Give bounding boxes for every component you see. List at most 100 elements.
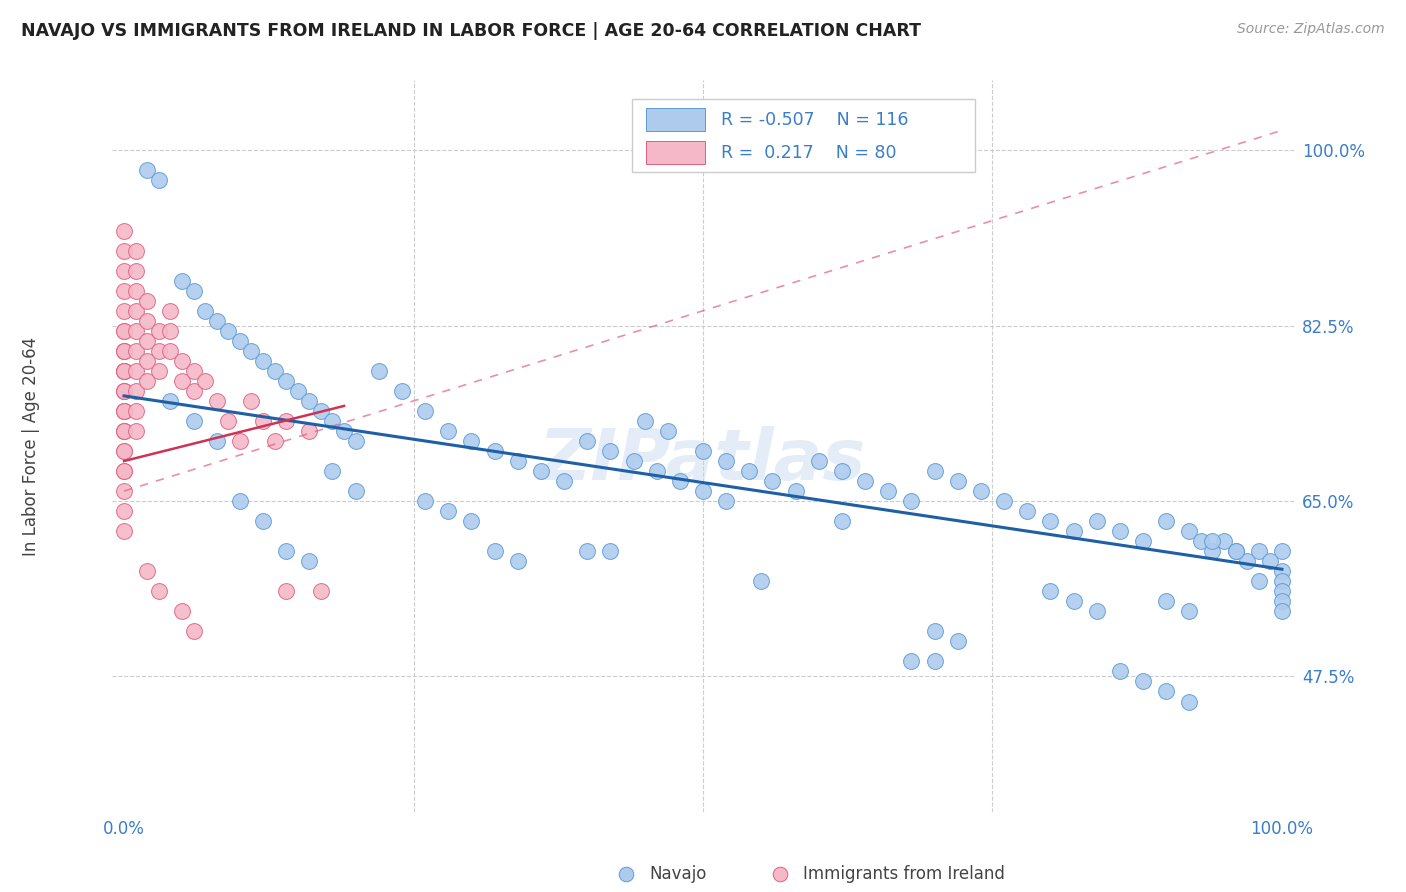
Point [112, 364, 135, 378]
Point [136, 564, 159, 578]
Point [831, 514, 853, 528]
Point [669, 474, 692, 488]
Point [1154, 684, 1177, 698]
Point [714, 494, 737, 508]
Point [1189, 534, 1212, 549]
Point [112, 244, 135, 258]
Point [112, 364, 135, 378]
Point [112, 464, 135, 478]
Point [1154, 594, 1177, 608]
Text: NAVAJO VS IMMIGRANTS FROM IRELAND IN LABOR FORCE | AGE 20-64 CORRELATION CHART: NAVAJO VS IMMIGRANTS FROM IRELAND IN LAB… [21, 22, 921, 40]
Point [1201, 544, 1223, 558]
Point [692, 484, 714, 499]
Point [170, 274, 193, 288]
Point [484, 544, 506, 558]
Point [112, 464, 135, 478]
Point [807, 454, 830, 468]
Point [1154, 514, 1177, 528]
Text: Source: ZipAtlas.com: Source: ZipAtlas.com [1237, 22, 1385, 37]
Point [460, 434, 482, 448]
Point [1085, 604, 1108, 618]
Point [970, 484, 993, 499]
Point [657, 424, 679, 438]
Point [252, 354, 274, 368]
Point [276, 584, 298, 599]
Text: R = -0.507    N = 116: R = -0.507 N = 116 [721, 111, 908, 128]
Point [183, 284, 205, 298]
Point [148, 343, 170, 358]
Point [298, 393, 321, 408]
Text: ZIPatlas: ZIPatlas [540, 426, 866, 495]
Point [1247, 574, 1270, 589]
Point [159, 324, 181, 338]
Point [112, 384, 135, 398]
Point [1039, 514, 1062, 528]
Point [148, 364, 170, 378]
Point [112, 424, 135, 438]
Point [112, 444, 135, 458]
Point [344, 434, 367, 448]
Point [240, 343, 263, 358]
Point [148, 324, 170, 338]
Text: In Labor Force | Age 20-64: In Labor Force | Age 20-64 [22, 336, 39, 556]
Point [112, 223, 135, 237]
Point [148, 584, 170, 599]
Point [761, 474, 783, 488]
Point [112, 343, 135, 358]
Text: R =  0.217    N = 80: R = 0.217 N = 80 [721, 144, 896, 161]
Point [1271, 604, 1294, 618]
Point [831, 464, 853, 478]
Point [298, 554, 321, 568]
Point [1247, 544, 1270, 558]
Point [1085, 514, 1108, 528]
Point [112, 404, 135, 418]
Point [623, 454, 645, 468]
Point [136, 293, 159, 308]
Point [112, 404, 135, 418]
Point [1271, 574, 1294, 589]
Point [194, 303, 217, 318]
Point [124, 303, 146, 318]
Point [1178, 604, 1201, 618]
Point [194, 374, 217, 388]
Point [506, 554, 529, 568]
Point [112, 343, 135, 358]
Point [309, 404, 332, 418]
Point [229, 494, 252, 508]
Point [344, 484, 367, 499]
Point [124, 244, 146, 258]
Point [645, 464, 668, 478]
Point [124, 324, 146, 338]
Point [1260, 554, 1282, 568]
Point [124, 404, 146, 418]
FancyBboxPatch shape [633, 99, 974, 171]
Point [136, 314, 159, 328]
Point [112, 384, 135, 398]
Point [785, 484, 807, 499]
Point [112, 364, 135, 378]
Point [136, 334, 159, 348]
Point [413, 404, 436, 418]
Point [124, 364, 146, 378]
Point [484, 444, 506, 458]
Point [159, 303, 181, 318]
Point [124, 384, 146, 398]
Point [924, 464, 946, 478]
Point [1271, 564, 1294, 578]
Point [1108, 524, 1130, 538]
Point [112, 424, 135, 438]
Point [240, 393, 263, 408]
Point [112, 524, 135, 538]
Point [112, 263, 135, 277]
Point [183, 364, 205, 378]
Point [112, 343, 135, 358]
Bar [647, 108, 706, 131]
Point [217, 324, 239, 338]
Point [1063, 594, 1085, 608]
Point [276, 374, 298, 388]
Point [1225, 544, 1247, 558]
Point [1039, 584, 1062, 599]
Point [900, 494, 922, 508]
Point [853, 474, 876, 488]
Point [460, 514, 482, 528]
